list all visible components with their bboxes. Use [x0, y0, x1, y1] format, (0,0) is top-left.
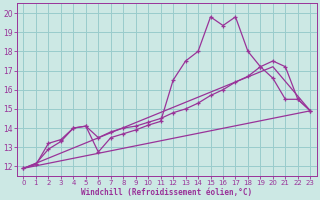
X-axis label: Windchill (Refroidissement éolien,°C): Windchill (Refroidissement éolien,°C): [81, 188, 252, 197]
